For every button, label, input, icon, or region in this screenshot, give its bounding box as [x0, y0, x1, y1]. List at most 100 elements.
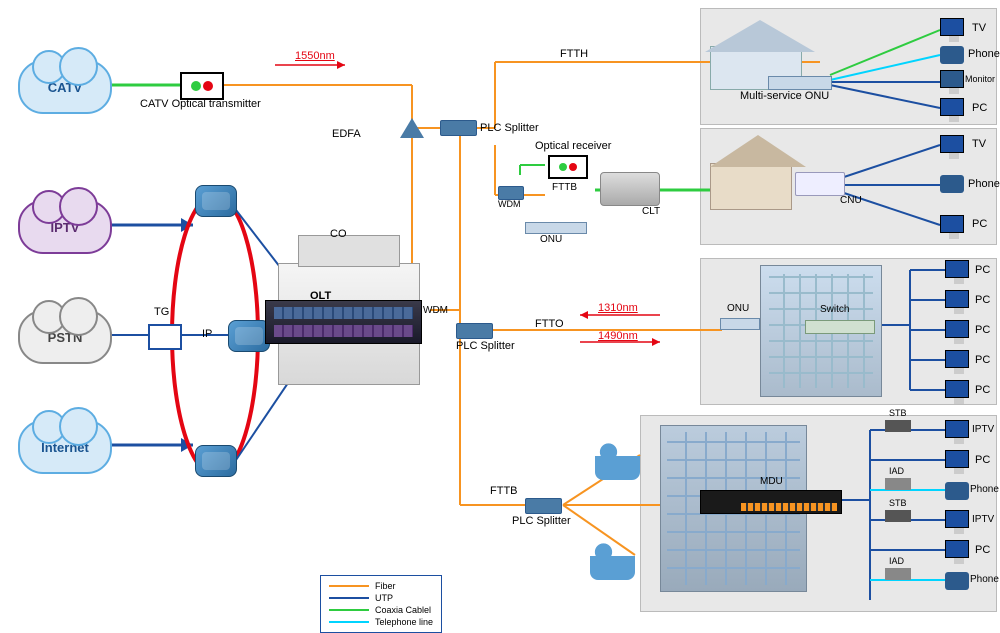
pc-o1: [945, 260, 973, 282]
stb-1: [885, 420, 911, 432]
pc-m1: [945, 450, 973, 472]
tv-label-2: TV: [972, 138, 986, 150]
iad-2: [885, 568, 911, 580]
legend-utp: UTP: [375, 593, 393, 603]
edfa-label: EDFA: [332, 128, 361, 140]
catv-optical-tx: [180, 72, 224, 100]
phone-label-1: Phone: [968, 48, 1000, 60]
router-ip: [228, 320, 270, 352]
pc-o3-label: PC: [975, 324, 990, 336]
person-1: [595, 440, 640, 480]
person-2: [590, 540, 635, 580]
w1490-label: 1490nm: [598, 330, 638, 342]
fttb1-label: FTTB: [552, 182, 577, 193]
wdm-label: WDM: [423, 305, 448, 316]
pc-o4: [945, 350, 973, 372]
pc-o4-label: PC: [975, 354, 990, 366]
multi-onu-device: [768, 76, 832, 90]
wavelength-1550: 1550nm: [295, 50, 335, 62]
w1310-label: 1310nm: [598, 302, 638, 314]
fttb2-label: FTTB: [490, 485, 518, 497]
pc-o5-label: PC: [975, 384, 990, 396]
plc3-label: PLC Splitter: [512, 515, 571, 527]
mdu-label: MDU: [760, 476, 783, 487]
legend-tel: Telephone line: [375, 617, 433, 627]
internet-label: Internet: [41, 440, 89, 455]
pc-m2-label: PC: [975, 544, 990, 556]
switch-label: Switch: [820, 304, 849, 315]
mdu-device: [700, 490, 842, 514]
catv-label: CATV: [48, 80, 82, 95]
pc-o2: [945, 290, 973, 312]
iad-1: [885, 478, 911, 490]
monitor-label: Monitor: [965, 74, 995, 84]
pc-m2: [945, 540, 973, 562]
clt-device: [600, 172, 660, 206]
tg-device: [148, 324, 182, 350]
legend-box: Fiber UTP Coaxia Cablel Telephone line: [320, 575, 442, 633]
phone-m2: [945, 572, 969, 590]
monitor-icon: [940, 70, 968, 92]
stb1-label: STB: [889, 408, 907, 418]
phone-m1: [945, 482, 969, 500]
iptv-label-1: IPTV: [972, 424, 994, 435]
ftto-label: FTTO: [535, 318, 564, 330]
phone-icon-2: [940, 175, 964, 193]
wdm2-label: WDM: [498, 199, 521, 209]
pc-label-1: PC: [972, 102, 987, 114]
pstn-label: PSTN: [48, 330, 83, 345]
iad1-label: IAD: [889, 466, 904, 476]
optical-rx: [548, 155, 588, 179]
router-bottom: [195, 445, 237, 477]
pstn-cloud: PSTN: [18, 310, 112, 364]
iptv-label: IPTV: [51, 220, 80, 235]
plc2-label: PLC Splitter: [456, 340, 515, 352]
plc-splitter-1: [440, 120, 477, 136]
ftth-label: FTTH: [560, 48, 588, 60]
pc-m1-label: PC: [975, 454, 990, 466]
plc-splitter-2: [456, 323, 493, 339]
pc-icon-1: [940, 98, 968, 120]
tv-icon-2: [940, 135, 968, 157]
pc-o2-label: PC: [975, 294, 990, 306]
iad2-label: IAD: [889, 556, 904, 566]
iptv-icon-1: [945, 420, 973, 442]
clt-label: CLT: [642, 206, 660, 217]
wdm2-device: [498, 186, 524, 200]
iptv-icon-2: [945, 510, 973, 532]
pc-o5: [945, 380, 973, 402]
tg-label: TG: [154, 306, 169, 318]
catv-opt-tx-label: CATV Optical transmitter: [140, 98, 261, 110]
pc-o1-label: PC: [975, 264, 990, 276]
phone-m2-label: Phone: [970, 574, 999, 585]
router-top: [195, 185, 237, 217]
onu-device-2: [720, 318, 760, 330]
switch-device: [805, 320, 875, 334]
legend-coax: Coaxia Cablel: [375, 605, 431, 615]
pc-label-2: PC: [972, 218, 987, 230]
olt-device: [265, 300, 422, 344]
phone-label-2: Phone: [968, 178, 1000, 190]
catv-cloud: CATV: [18, 60, 112, 114]
opt-rx-label: Optical receiver: [535, 140, 611, 152]
tv-icon-1: [940, 18, 968, 40]
stb2-label: STB: [889, 498, 907, 508]
pc-icon-2: [940, 215, 968, 237]
legend-fiber: Fiber: [375, 581, 396, 591]
edfa-icon: [400, 118, 424, 138]
iptv-cloud: IPTV: [18, 200, 112, 254]
cnu-device: [795, 172, 845, 196]
ip-label: IP: [202, 328, 212, 340]
iptv-label-2: IPTV: [972, 514, 994, 525]
tv-label-1: TV: [972, 22, 986, 34]
onu-device-1: [525, 222, 587, 234]
onu-label: ONU: [540, 234, 562, 245]
plc1-label: PLC Splitter: [480, 122, 539, 134]
fttb-house: [710, 135, 805, 210]
co-label: CO: [330, 228, 347, 240]
onu2-label: ONU: [727, 303, 749, 314]
stb-2: [885, 510, 911, 522]
internet-cloud: Internet: [18, 420, 112, 474]
multi-onu-label: Multi-service ONU: [740, 90, 829, 102]
pc-o3: [945, 320, 973, 342]
